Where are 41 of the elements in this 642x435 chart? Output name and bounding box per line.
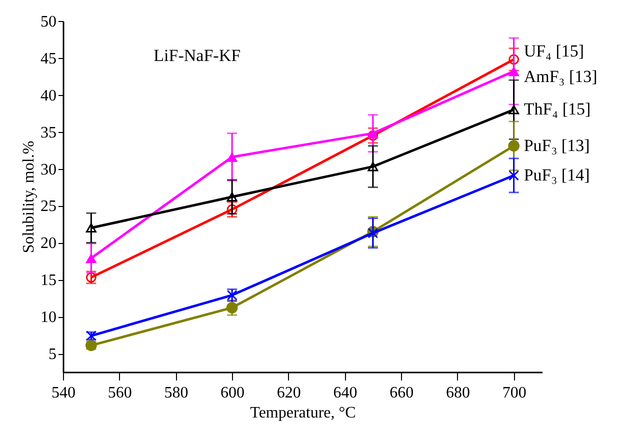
point	[226, 192, 238, 202]
x-axis-title: Temperature, °C	[250, 404, 356, 422]
point	[85, 253, 97, 264]
series-label: ThF₄ [15]	[524, 100, 591, 119]
y-tick-label: 40	[40, 87, 56, 104]
point	[226, 152, 238, 162]
y-tick-label: 25	[40, 198, 56, 216]
point	[508, 140, 520, 152]
series-label: PuF₃ [13]	[524, 136, 590, 155]
y-tick-label: 30	[40, 161, 56, 178]
y-tick-label: 20	[40, 235, 56, 252]
x-tick-label: 640	[333, 384, 358, 402]
y-axis-title: Solubility, mol.%	[20, 140, 38, 254]
y-tick-label: 15	[40, 272, 56, 290]
y-tick-label: 35	[40, 124, 56, 142]
annotation: LiF-NaF-KF	[154, 46, 241, 66]
series-label: UF₄ [15]	[524, 41, 584, 60]
point	[508, 170, 520, 181]
y-tick-label: 5	[48, 346, 56, 364]
point	[368, 162, 378, 172]
x-tick-label: 660	[390, 384, 414, 402]
y-tick-label: 10	[40, 309, 56, 326]
x-tick-label: 620	[276, 384, 301, 402]
point	[226, 302, 238, 314]
series-label: PuF₃ [14]	[524, 165, 590, 184]
point	[226, 204, 238, 215]
series-label: AmF₃ [13]	[524, 67, 598, 86]
point	[86, 223, 96, 233]
x-tick-label: 560	[108, 384, 132, 402]
point	[508, 54, 520, 65]
x-tick-label: 600	[220, 384, 245, 402]
point	[508, 105, 520, 114]
point	[368, 130, 378, 141]
x-tick-label: 700	[502, 384, 526, 402]
x-tick-label: 580	[164, 384, 188, 402]
x-tick-label: 680	[446, 384, 470, 402]
y-tick-label: 45	[40, 50, 56, 68]
point	[367, 128, 379, 138]
x-tick-label: 540	[52, 384, 76, 402]
y-tick-label: 50	[40, 14, 56, 30]
point	[508, 66, 520, 76]
